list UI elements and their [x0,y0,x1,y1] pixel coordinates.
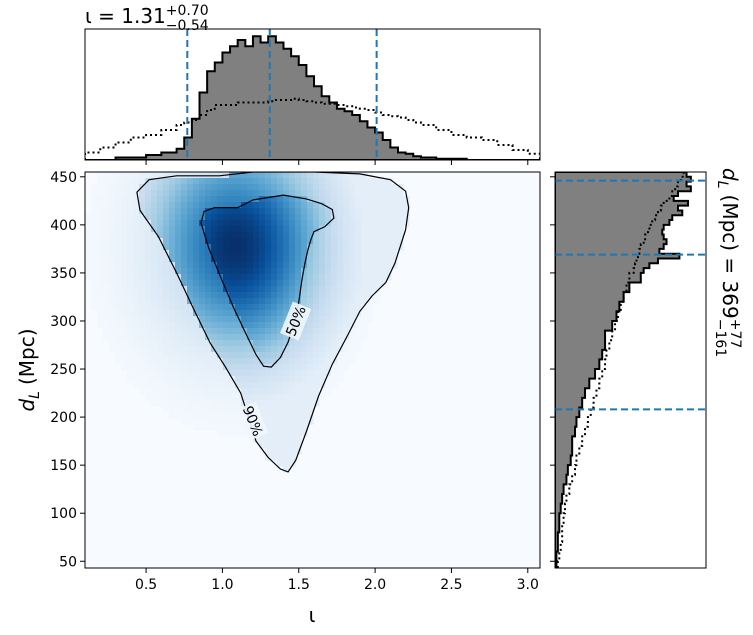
top-title-sup: +0.70 [166,3,209,19]
y-axis-label-sub: L [27,391,43,399]
top-frame [84,28,541,161]
right-title-sup: +77 [727,319,743,349]
x-tick-label: 2.5 [440,577,462,593]
y-tick-label: 400 [50,218,77,234]
y-tick-label: 450 [50,170,77,186]
right-quantile-lines [555,179,706,411]
contour-90 [136,172,410,473]
y-axis-label: dL (Mpc) [15,328,43,411]
right-title-sub: L [714,181,730,189]
y-tick-label: 100 [50,506,77,522]
right-histograms [555,172,692,568]
top-x-ticks [145,160,529,165]
joint-frame [84,171,541,569]
y-tick-label: 200 [50,410,77,426]
joint-y-ticks: 50 100 150 200 250 300 350 400 450 [50,170,85,570]
y-axis-label-unit: (Mpc) [15,328,39,385]
right-title-subscript: −161 [712,319,728,357]
x-tick-label: 1.5 [288,577,310,593]
y-tick-label: 50 [59,554,77,570]
top-title-main: ι = 1.31 [85,4,166,28]
top-histograms [85,35,540,160]
right-title-prefix: d [718,168,742,181]
right-frame [554,171,707,569]
y-tick-label: 350 [50,266,77,282]
top-title-sub: −0.54 [166,18,209,34]
top-prior-histogram [85,97,540,160]
right-title: dL (Mpc) = 369+77−161 [712,168,743,357]
right-marginal-panel: dL (Mpc) = 369+77−161 [550,168,743,569]
density-heatmap [85,172,410,473]
x-tick-label: 0.5 [135,577,157,593]
x-tick-label: 3.0 [517,577,539,593]
right-title-mid: (Mpc) = 369 [718,195,742,319]
x-tick-label: 2.0 [364,577,386,593]
y-tick-label: 300 [50,314,77,330]
y-axis-label-main: d [15,399,39,412]
x-axis-label: ι [309,603,316,627]
y-tick-label: 250 [50,362,77,378]
y-tick-label: 150 [50,458,77,474]
right-posterior-histogram [555,172,692,568]
x-tick-label: 1.0 [211,577,233,593]
right-y-ticks [550,176,555,562]
top-marginal-panel: ι = 1.31+0.70 −0.54 [84,3,541,165]
top-title: ι = 1.31+0.70 −0.54 [85,3,209,34]
joint-panel: 50%90% 0.5 1.0 1.5 2.0 2.5 3.0 50100150200250… [15,170,541,627]
joint-x-ticks: 0.5 1.0 1.5 2.0 2.5 3.0 [135,568,539,593]
top-posterior-histogram [85,35,540,160]
